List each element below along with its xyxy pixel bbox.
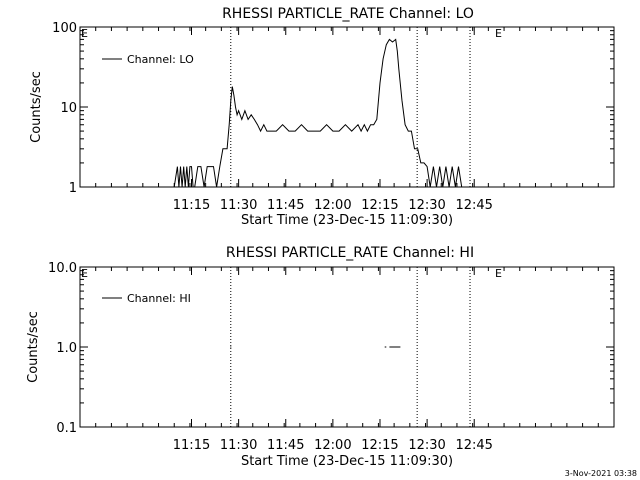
legend: Channel: HI [102, 292, 191, 305]
x-tick-label: 12:15 [361, 198, 398, 213]
x-tick-label: 11:15 [173, 438, 210, 453]
y-tick-label: 10.0 [48, 261, 77, 276]
x-tick-label: 11:30 [220, 438, 257, 453]
x-tick-label: 11:15 [173, 198, 210, 213]
plot-frame [79, 26, 615, 188]
x-tick-label: 11:45 [267, 198, 304, 213]
y-tick-label: 0.1 [56, 421, 77, 436]
x-axis-label: Start Time (23-Dec-15 11:09:30) [241, 454, 453, 469]
x-tick-label: 11:45 [267, 438, 304, 453]
annotation-e: E [81, 267, 88, 280]
y-tick-label: 1 [69, 181, 77, 196]
x-tick-label: 12:45 [455, 438, 492, 453]
annotation-e: E [495, 27, 502, 40]
panel-hi: RHESSI PARTICLE_RATE Channel: HI Counts/… [26, 245, 615, 469]
series-line [173, 38, 465, 188]
legend-label: Channel: HI [127, 292, 191, 305]
x-tick-label: 12:30 [408, 198, 445, 213]
x-tick-label: 12:00 [314, 198, 351, 213]
plot-frame [79, 266, 615, 428]
y-tick-label: 100 [52, 21, 77, 36]
chart-title: RHESSI PARTICLE_RATE Channel: LO [222, 6, 474, 22]
x-axis-label: Start Time (23-Dec-15 11:09:30) [241, 213, 453, 228]
x-tick-label: 12:15 [361, 438, 398, 453]
legend-label: Channel: LO [127, 53, 194, 66]
timestamp: 3-Nov-2021 03:38 [565, 469, 637, 478]
y-tick-label: 10 [60, 101, 77, 116]
chart-title: RHESSI PARTICLE_RATE Channel: HI [226, 245, 474, 261]
x-tick-label: 12:00 [314, 438, 351, 453]
x-tick-label: 12:30 [408, 438, 445, 453]
y-axis-label: Counts/sec [26, 311, 41, 383]
annotation-e: E [495, 267, 502, 280]
legend: Channel: LO [102, 53, 194, 66]
y-axis-label: Counts/sec [29, 71, 44, 143]
x-tick-label: 11:30 [220, 198, 257, 213]
x-tick-label: 12:45 [455, 198, 492, 213]
annotation-e: E [81, 27, 88, 40]
y-tick-label: 1.0 [56, 341, 77, 356]
panel-lo: RHESSI PARTICLE_RATE Channel: LO Counts/… [29, 6, 615, 228]
